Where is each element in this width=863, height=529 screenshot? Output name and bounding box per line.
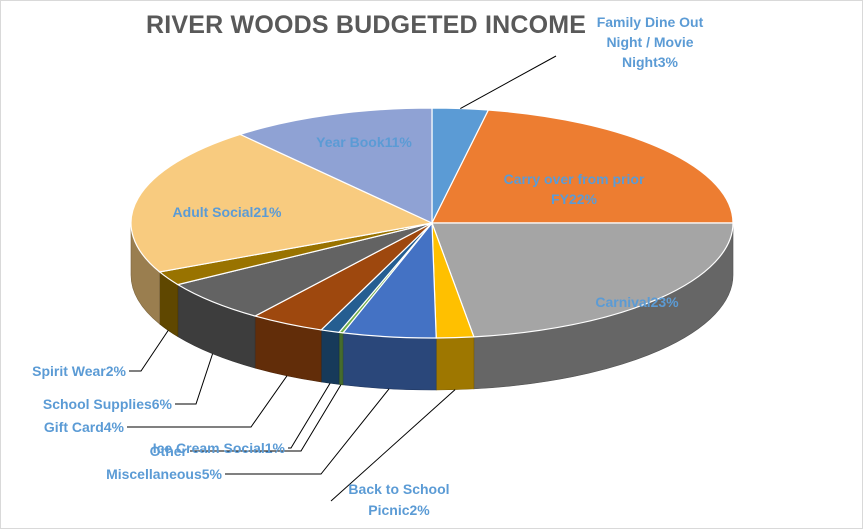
data-label-adult-social: Adult Social21%: [173, 204, 282, 220]
data-label-family-dine-out-night-movie-night: Night / Movie: [606, 34, 693, 50]
leader-line-school-supplies: [175, 353, 214, 405]
data-label-school-supplies: School Supplies6%: [43, 396, 173, 412]
data-label-carry-over-from-prior-fy: Carry over from prior: [504, 171, 645, 187]
data-label-carnival: Carnival23%: [595, 294, 679, 310]
data-label-year-book: Year Book11%: [316, 134, 412, 150]
leader-line-spirit-wear: [129, 330, 169, 372]
pie-slice-adult-social: [130, 133, 434, 273]
leader-lines: [127, 55, 557, 502]
leader-line-miscellaneous: [225, 388, 390, 475]
leader-line-ice-cream-social: [288, 382, 331, 449]
pie-side-miscellaneous: [342, 332, 437, 391]
leader-line-back-to-school-picnic: [330, 389, 456, 502]
data-label-family-dine-out-night-movie-night: Family Dine Out: [597, 14, 704, 30]
data-label-back-to-school-picnic: Back to School: [348, 481, 449, 497]
data-label-carry-over-from-prior-fy: FY22%: [551, 191, 597, 207]
data-label-back-to-school-picnic: Picnic2%: [368, 502, 430, 518]
pie-top-slices: [130, 107, 734, 339]
data-label-other: Other: [150, 443, 188, 459]
pie-slice-year-book: [238, 107, 433, 224]
pie-sides: [130, 222, 734, 391]
data-label-spirit-wear: Spirit Wear2%: [32, 363, 126, 379]
pie-slice-carnival: [431, 222, 734, 338]
leader-line-family-dine-out-night-movie-night: [460, 55, 557, 109]
chart-title: RIVER WOODS BUDGETED INCOME: [146, 11, 587, 39]
data-label-gift-card: Gift Card4%: [44, 419, 125, 435]
pie-slice-carry-over-from-prior-fy: [431, 109, 734, 224]
pie-side-ice-cream-social: [320, 329, 340, 385]
leader-line-gift-card: [127, 375, 288, 428]
pie-side-other: [338, 332, 344, 386]
data-label-family-dine-out-night-movie-night: Night3%: [622, 54, 679, 70]
data-labels: Family Dine Out Night / Movie Night3% Carry…: [32, 14, 704, 518]
pie-side-back-to-school-picnic: [435, 336, 475, 391]
leader-line-other: [190, 384, 342, 452]
data-label-miscellaneous: Miscellaneous5%: [106, 466, 222, 482]
data-label-ice-cream-social: Ice Cream Social1%: [153, 440, 286, 456]
